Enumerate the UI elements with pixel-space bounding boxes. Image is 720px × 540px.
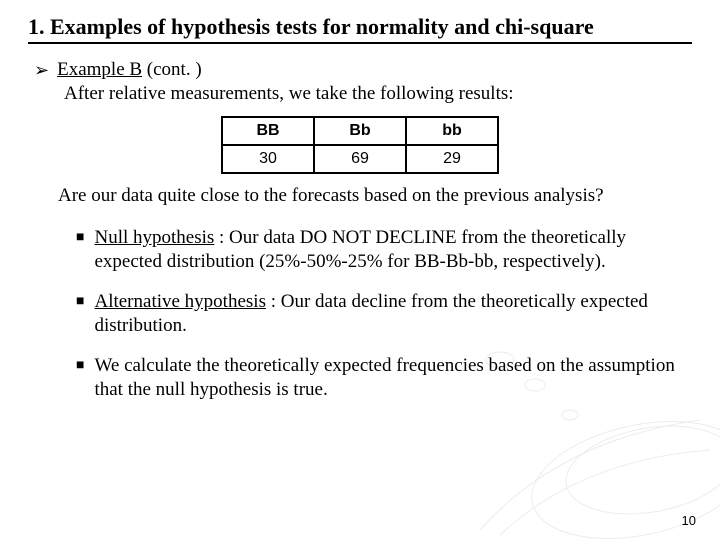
- bullet-text: Null hypothesis : Our data DO NOT DECLIN…: [94, 226, 682, 274]
- example-heading: Example B (cont. ): [57, 58, 202, 82]
- genotype-table: BB Bb bb 30 69 29: [221, 116, 499, 174]
- bullet-null-hypothesis: ■ Null hypothesis : Our data DO NOT DECL…: [76, 226, 682, 274]
- slide-title: 1. Examples of hypothesis tests for norm…: [28, 14, 692, 44]
- bullet-lead: Alternative hypothesis: [94, 291, 266, 312]
- arrow-bullet-icon: ➢: [34, 58, 49, 82]
- square-bullet-icon: ■: [76, 226, 84, 250]
- bullet-text: Alternative hypothesis : Our data declin…: [94, 290, 682, 338]
- table-row: 30 69 29: [222, 145, 498, 173]
- table-header-cell: BB: [222, 117, 314, 145]
- example-label: Example B: [57, 59, 142, 80]
- slide: 1. Examples of hypothesis tests for norm…: [0, 0, 720, 540]
- bullet-calc-frequencies: ■ We calculate the theoretically expecte…: [76, 354, 682, 402]
- square-bullet-icon: ■: [76, 290, 84, 314]
- square-bullet-icon: ■: [76, 354, 84, 378]
- bullet-rest: We calculate the theoretically expected …: [94, 355, 674, 400]
- page-number: 10: [682, 513, 696, 528]
- intro-line: After relative measurements, we take the…: [64, 82, 692, 106]
- table-value-cell: 69: [314, 145, 406, 173]
- question-text: Are our data quite close to the forecast…: [58, 184, 692, 208]
- example-suffix: (cont. ): [142, 59, 202, 80]
- table-header-cell: bb: [406, 117, 498, 145]
- table-header-cell: Bb: [314, 117, 406, 145]
- bullet-text: We calculate the theoretically expected …: [94, 354, 682, 402]
- data-table-wrap: BB Bb bb 30 69 29: [28, 116, 692, 174]
- bullet-alt-hypothesis: ■ Alternative hypothesis : Our data decl…: [76, 290, 682, 338]
- table-row: BB Bb bb: [222, 117, 498, 145]
- table-value-cell: 30: [222, 145, 314, 173]
- example-heading-block: ➢ Example B (cont. ) After relative meas…: [34, 58, 692, 106]
- table-value-cell: 29: [406, 145, 498, 173]
- bullet-lead: Null hypothesis: [94, 227, 214, 248]
